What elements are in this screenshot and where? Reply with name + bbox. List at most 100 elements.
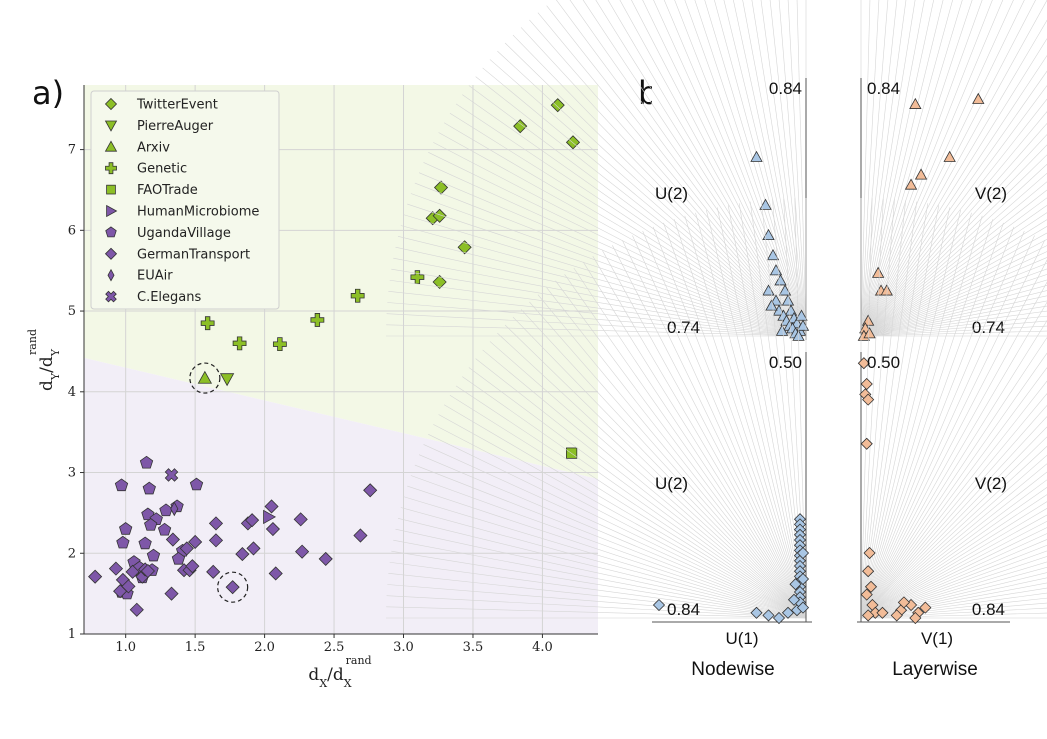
fan-line — [860, 556, 1047, 619]
fan-line — [860, 393, 1047, 619]
fan-line — [860, 471, 1047, 619]
point-humanmicrobiome — [263, 509, 277, 525]
fan-line — [397, 518, 807, 619]
fan-line — [860, 436, 1047, 619]
panel-a-label: a) — [32, 74, 64, 112]
point-genetic — [350, 288, 365, 303]
fan-line — [860, 486, 1047, 619]
fan-line — [393, 539, 807, 619]
fan-line — [582, 0, 807, 337]
fan-line — [860, 0, 973, 337]
footer-nodewise: Nodewise — [691, 659, 774, 680]
fan-line — [860, 612, 1047, 619]
corner-label: 0.84 — [867, 79, 900, 98]
legend-label: FAOTrade — [137, 183, 198, 198]
fan-line — [438, 132, 807, 337]
fan-line — [529, 19, 807, 337]
fan-line — [860, 454, 1047, 619]
point-top-right — [972, 92, 985, 104]
fan-line — [468, 367, 807, 619]
fan-line — [860, 300, 1047, 337]
fan-line — [418, 172, 807, 337]
fan-line — [860, 222, 1004, 619]
fan-line — [860, 198, 884, 619]
point-germantransport — [265, 521, 280, 537]
legend-marker-ugandavillage — [105, 226, 117, 238]
fan-line — [860, 209, 961, 619]
fan-line — [455, 385, 807, 619]
x-tick-label: 1.5 — [185, 640, 206, 655]
fan-line — [443, 404, 807, 619]
point-top-left — [750, 150, 763, 162]
fan-line — [860, 404, 1047, 619]
fan-line — [738, 203, 807, 619]
fan-line — [860, 305, 1047, 337]
fan-line — [389, 561, 807, 619]
highlight-circle — [217, 571, 249, 603]
base-label: 0.84 — [972, 600, 1005, 619]
point-top-left — [766, 249, 780, 261]
legend-marker-pierreauger — [104, 120, 118, 132]
fan-line — [787, 0, 807, 337]
fan-line — [860, 607, 1047, 619]
legend-label: GermanTransport — [137, 247, 250, 262]
point-top-left — [762, 228, 775, 241]
point-bottom-left — [796, 572, 810, 586]
side-label: V(2) — [975, 474, 1007, 493]
fan-line — [706, 209, 807, 619]
legend-marker-humanmicrobiome — [106, 204, 118, 218]
fan-line — [860, 215, 983, 619]
point-ugandavillage — [138, 536, 152, 550]
fan-line — [860, 219, 994, 619]
fan-line — [512, 316, 807, 619]
fan-line — [860, 416, 1047, 619]
legend-label: Arxiv — [137, 140, 170, 155]
point-germantransport — [185, 559, 200, 574]
highlight-circle — [189, 362, 221, 394]
x-axis-label: dX/dXrand — [308, 654, 371, 690]
point-twitterevent — [432, 274, 447, 290]
point-bottom-left — [796, 601, 810, 614]
legend-box — [90, 90, 280, 310]
point-germantransport — [225, 580, 240, 595]
fan-line — [391, 268, 807, 337]
fan-line — [482, 349, 807, 619]
fan-line — [860, 189, 1047, 337]
fan-line — [497, 50, 807, 337]
fan-line — [860, 55, 1047, 337]
legend-label: C.Elegans — [137, 290, 201, 305]
point-top-left — [765, 299, 778, 311]
fan-line — [569, 0, 807, 337]
fan-line — [860, 290, 1047, 337]
fan-line — [860, 0, 1047, 337]
fan-line — [410, 475, 807, 619]
fan-line — [622, 240, 807, 619]
y-tick-label: 4 — [68, 385, 76, 400]
point-ugandavillage — [116, 535, 130, 549]
fan-line — [860, 262, 1047, 337]
x-tick-label: 3.5 — [463, 640, 484, 655]
fan-line — [860, 445, 1047, 619]
fan-line — [860, 70, 1047, 337]
point-genetic — [200, 316, 215, 331]
fan-line — [860, 463, 1047, 619]
fan-line — [433, 142, 807, 337]
fan-line — [388, 573, 807, 619]
fan-line — [860, 310, 1047, 337]
fan-line — [860, 494, 1047, 619]
fan-line — [860, 154, 1047, 337]
legend-marker-genetic — [105, 162, 117, 175]
fan-line — [860, 0, 916, 337]
point-germantransport — [88, 569, 103, 584]
fan-line — [423, 162, 807, 337]
side-label: V(2) — [975, 184, 1007, 203]
fan-line — [860, 0, 993, 337]
fan-line — [607, 0, 807, 337]
legend-label: EUAir — [137, 269, 173, 284]
fan-line — [555, 280, 807, 619]
fan-line — [428, 434, 807, 619]
fan-line — [423, 444, 807, 619]
subpanel-top-right: 0.84 0.74 V(2) — [857, 0, 1047, 341]
base-label: 0.74 — [972, 318, 1005, 337]
